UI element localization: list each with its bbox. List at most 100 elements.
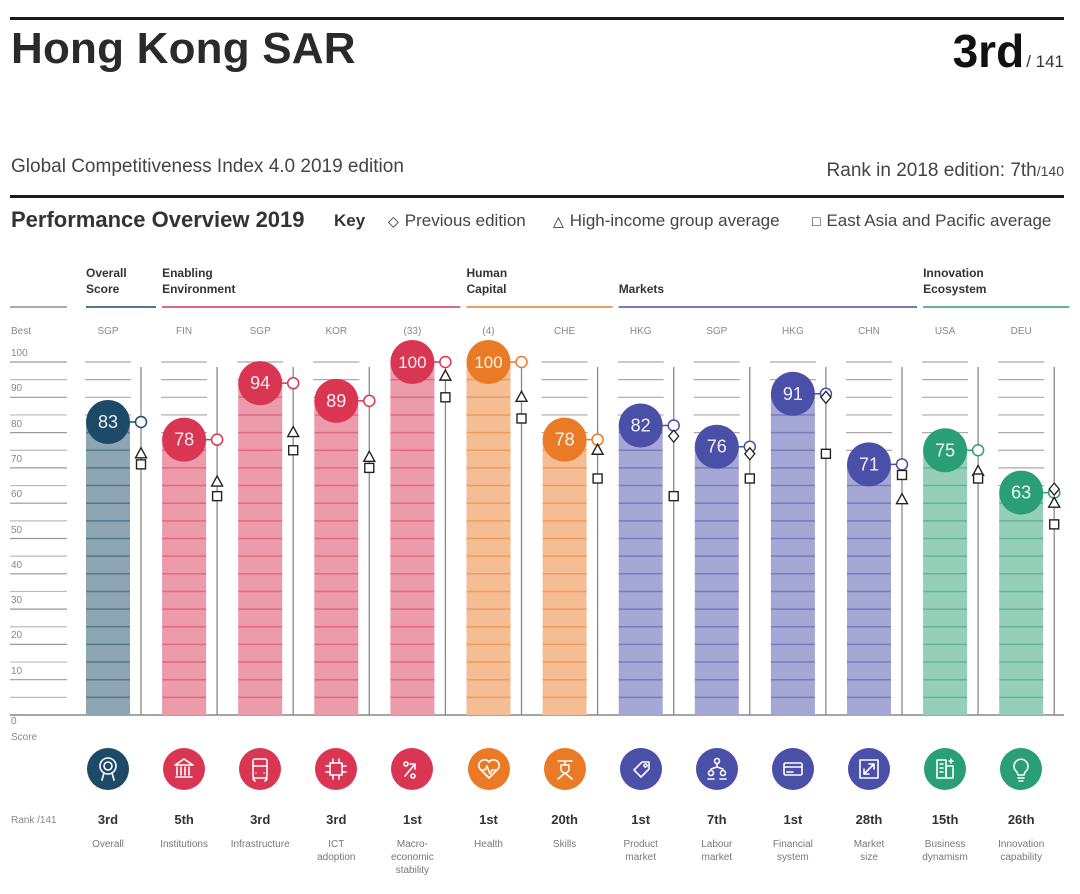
icon-glyph bbox=[477, 759, 500, 779]
pillar-name-line: market bbox=[625, 852, 656, 863]
pillar-name-line: size bbox=[860, 852, 878, 863]
pillar-column: 83 bbox=[85, 361, 148, 715]
east-asia-marker bbox=[1048, 519, 1060, 530]
best-performer: HKG bbox=[782, 326, 804, 337]
group-header-line: Innovation bbox=[923, 266, 984, 280]
east-asia-marker bbox=[972, 473, 984, 484]
axis-title-score: Score bbox=[11, 732, 38, 743]
high-income-marker bbox=[1047, 495, 1061, 508]
y-tick-label: 50 bbox=[11, 524, 23, 536]
y-tick-label: 20 bbox=[11, 630, 23, 642]
score-bar bbox=[314, 400, 359, 715]
high-income-marker bbox=[514, 389, 529, 402]
pillar-name-line: adoption bbox=[317, 852, 356, 863]
score-value: 94 bbox=[250, 373, 270, 393]
pillar-name-line: Overall bbox=[92, 839, 124, 850]
score-value: 82 bbox=[631, 416, 651, 436]
rank-value: 3rd bbox=[952, 25, 1025, 77]
best-performer: FIN bbox=[176, 326, 193, 337]
pillar-rank: 20th bbox=[551, 812, 578, 827]
group-header-enabling-environment: Enabling Environment bbox=[162, 265, 235, 297]
best-performer: (4) bbox=[482, 326, 495, 337]
icon-glyph bbox=[556, 760, 573, 780]
key-previous-edition-label: Previous edition bbox=[404, 211, 526, 230]
score-bubble bbox=[618, 403, 663, 448]
score-dot-marker bbox=[971, 444, 985, 457]
score-value: 75 bbox=[935, 440, 955, 460]
score-bubble bbox=[86, 400, 130, 445]
pillar-rank: 28th bbox=[855, 812, 883, 827]
high-income-marker bbox=[590, 442, 605, 455]
pillar-rank: 3rd bbox=[97, 812, 119, 827]
rank-axis-label: Rank /141 bbox=[11, 815, 57, 826]
group-header-line: Markets bbox=[618, 282, 665, 296]
pillar-name-line: capability bbox=[1000, 852, 1043, 863]
east-asia-marker bbox=[668, 490, 679, 502]
group-header-line: Score bbox=[86, 282, 120, 296]
score-bar bbox=[542, 439, 587, 715]
score-bar bbox=[847, 464, 891, 715]
pillar-rank: 3rd bbox=[326, 812, 347, 827]
previous-edition-marker bbox=[820, 390, 832, 405]
previous-rank: Rank in 2018 edition: 7th/140 bbox=[827, 160, 1064, 182]
pillar-name-line: Financial bbox=[772, 839, 813, 850]
high-income-marker bbox=[134, 446, 148, 459]
pillar-name-line: ICT bbox=[328, 839, 345, 850]
key-previous-edition: ◇ Previous edition bbox=[388, 211, 526, 231]
group-header-line bbox=[619, 265, 664, 281]
high-income-marker bbox=[438, 368, 453, 381]
icon-glyph bbox=[403, 761, 417, 779]
pillar-name-line: Institutions bbox=[160, 839, 208, 850]
pillar-rank: 1st bbox=[479, 812, 498, 827]
pillar-name-line: Macro- bbox=[396, 839, 428, 850]
pillar-name: Overall bbox=[70, 838, 146, 851]
country-title: Hong Kong SAR bbox=[11, 24, 356, 73]
pillar-name: Market size bbox=[831, 838, 907, 864]
icon-glyph bbox=[632, 761, 650, 778]
pillar-name-line: dynamism bbox=[922, 852, 968, 863]
pillar-rank: 3rd bbox=[250, 812, 271, 827]
east-asia-marker bbox=[820, 448, 832, 459]
east-asia-marker bbox=[135, 459, 147, 470]
pillar-column: 100 bbox=[390, 340, 453, 715]
pillar-rank: 26th bbox=[1007, 812, 1035, 827]
best-label: Best bbox=[11, 326, 32, 337]
score-bubble bbox=[847, 442, 891, 487]
train-icon bbox=[239, 748, 282, 790]
pillar-rank: 7th bbox=[707, 812, 727, 827]
icon-glyph bbox=[1013, 758, 1029, 782]
pillar-name-line: Skills bbox=[552, 839, 577, 850]
score-value: 63 bbox=[1011, 483, 1031, 503]
pillar-name-line: Infrastructure bbox=[230, 839, 290, 850]
high-income-marker bbox=[362, 449, 376, 463]
pillar-column: 100 bbox=[466, 340, 529, 715]
pillar-name: Macro-economic stability bbox=[374, 838, 450, 877]
overview-title: Performance Overview 2019 bbox=[11, 207, 305, 232]
key-east-asia-label: East Asia and Pacific average bbox=[826, 211, 1052, 230]
group-header-innovation-ecosystem: Innovation Ecosystem bbox=[923, 265, 986, 297]
best-performer: KOR bbox=[325, 326, 348, 337]
east-asia-marker bbox=[288, 445, 299, 456]
high-income-marker bbox=[286, 425, 300, 438]
heart-pulse-icon bbox=[467, 748, 510, 790]
score-bubble bbox=[923, 428, 968, 473]
pillar-name: Business dynamism bbox=[907, 838, 983, 864]
square-icon: □ bbox=[812, 213, 821, 229]
y-tick-label: 90 bbox=[11, 383, 23, 395]
score-bubble bbox=[542, 417, 587, 462]
pillar-column: 82 bbox=[617, 361, 680, 715]
overall-rank: 3rd/ 141 bbox=[953, 24, 1064, 78]
score-value: 83 bbox=[98, 412, 118, 432]
group-header-line: Environment bbox=[162, 282, 236, 296]
score-dot-marker bbox=[515, 355, 528, 369]
pillar-name-line: Innovation bbox=[998, 839, 1045, 850]
y-tick-label: 80 bbox=[11, 418, 23, 430]
key-east-asia: □ East Asia and Pacific average bbox=[812, 211, 1051, 231]
pillar-name: Infrastructure bbox=[222, 838, 298, 851]
icon-glyph bbox=[859, 759, 879, 779]
rank-of: / 141 bbox=[1026, 52, 1064, 71]
score-value: 78 bbox=[174, 430, 194, 450]
index-subtitle: Global Competitiveness Index 4.0 2019 ed… bbox=[11, 156, 404, 177]
best-performer: SGP bbox=[97, 326, 119, 337]
group-header-line: Human bbox=[466, 266, 508, 280]
